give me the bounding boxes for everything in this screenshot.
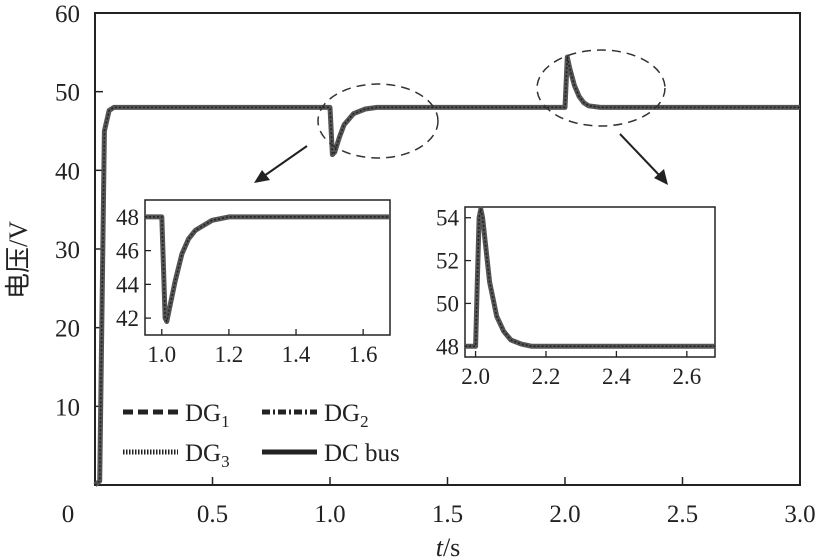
inset-x-tick-label: 1.2 <box>215 342 244 367</box>
drop-highlight-ellipse <box>317 83 439 159</box>
legend-label: DG1 <box>185 400 230 431</box>
y-tick-label: 10 <box>55 394 80 421</box>
inset-y-tick-label: 44 <box>116 272 140 297</box>
inset-dg-overlap-line <box>145 216 390 323</box>
x-tick-label: 1.5 <box>432 501 463 528</box>
x-tick-label: 2.5 <box>667 501 698 528</box>
dg-overlap-line <box>94 56 800 486</box>
inset-x-tick-label: 1.4 <box>282 342 311 367</box>
inset-y-tick-label: 52 <box>436 249 459 274</box>
inset-x-tick-label: 2.4 <box>602 364 631 389</box>
inset-x-tick-label: 1.0 <box>147 342 176 367</box>
x-axis-label: t/s <box>436 533 461 559</box>
inset-x-tick-label: 2.0 <box>461 364 490 389</box>
y-tick-label: 30 <box>55 237 80 264</box>
inset-y-tick-label: 48 <box>436 334 459 359</box>
y-tick-label: 60 <box>55 1 80 28</box>
legend-label: DG2 <box>324 400 369 431</box>
y-tick-label: 40 <box>55 158 80 185</box>
legend: DG1 DG2 DG3 DC bus <box>123 400 400 471</box>
legend-label: DC bus <box>324 440 400 467</box>
inset-y-tick-label: 54 <box>436 206 460 231</box>
inset-y-tick-label: 42 <box>116 306 139 331</box>
inset-x-tick-label: 2.6 <box>672 364 701 389</box>
x-tick-label: 0 <box>62 501 75 528</box>
x-tick-label: 2.0 <box>549 501 580 528</box>
inset-x-tick-label: 1.6 <box>349 342 378 367</box>
legend-label: DG3 <box>185 440 230 471</box>
inset-voltage-rise: 2.0 2.2 2.4 2.6 48 50 52 54 <box>436 206 716 389</box>
inset-y-tick-label: 48 <box>116 205 139 230</box>
y-tick-label: 20 <box>55 316 80 343</box>
inset-y-tick-label: 50 <box>436 291 459 316</box>
x-tick-label: 3.0 <box>784 501 815 528</box>
inset-y-tick-label: 46 <box>116 239 139 264</box>
y-tick-label: 50 <box>55 80 80 107</box>
y-axis-label: 电压/V <box>4 221 33 299</box>
arrow-to-left-inset <box>254 145 308 183</box>
inset-voltage-drop: 1.0 1.2 1.4 1.6 42 44 46 48 <box>116 199 391 367</box>
arrow-to-right-inset <box>619 133 668 185</box>
x-tick-label: 1.0 <box>314 501 345 528</box>
x-tick-label: 0.5 <box>197 501 228 528</box>
rise-highlight-ellipse <box>536 49 666 127</box>
inset-x-tick-label: 2.2 <box>532 364 561 389</box>
inset-dg-overlap-line <box>465 208 715 348</box>
